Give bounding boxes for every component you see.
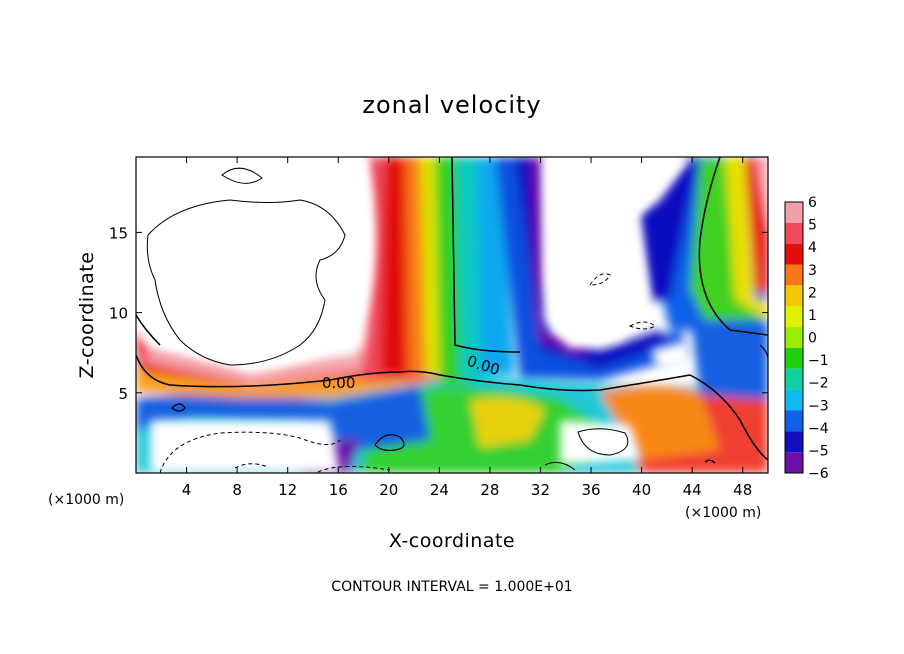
- colorbar-label: 4: [808, 240, 817, 256]
- x-tick-label: 32: [531, 481, 550, 499]
- x-tick-label: 12: [278, 481, 297, 499]
- x-tick-label: 36: [581, 481, 600, 499]
- colorbar-label: 3: [808, 263, 817, 279]
- negative-column-darkblue: [515, 157, 670, 368]
- y-tick-label: 15: [109, 224, 128, 242]
- colorbar-label: 1: [808, 308, 817, 324]
- lower-layer-blue: [136, 385, 430, 450]
- y-axis: 5 10 15: [109, 224, 768, 403]
- velocity-field: 0.00 0.00: [136, 157, 768, 473]
- plot-area: 0.00 0.00: [135, 156, 769, 474]
- colorbar-swatch: [785, 202, 803, 223]
- x-tick-label: 4: [182, 481, 192, 499]
- lower-layer-yellow: [470, 397, 545, 448]
- left-shear-pink: [145, 320, 400, 385]
- right-mid-blue: [690, 320, 768, 400]
- calm-regions: [136, 157, 690, 473]
- y-tick-label: 10: [109, 305, 128, 323]
- x-tick-label: 20: [379, 481, 398, 499]
- x-axis: 4 8 12 16 20 24 28 32 36 40 44 48: [182, 157, 752, 499]
- colorbar-label: −2: [808, 376, 829, 392]
- colorbar-swatch: [785, 327, 803, 348]
- colorbar-label: −4: [808, 421, 829, 437]
- negative-column-lightblue: [478, 157, 515, 375]
- y-axis-label: Z-coordinate: [76, 252, 98, 379]
- colorbar-label: 2: [808, 285, 817, 301]
- right-yellow: [725, 157, 768, 320]
- left-shear-band: [136, 330, 400, 392]
- x-tick-label: 24: [430, 481, 449, 499]
- contour-lines: [136, 157, 768, 473]
- right-green: [690, 157, 768, 340]
- y-tick-label: 5: [118, 385, 128, 403]
- x-tick-label: 48: [733, 481, 752, 499]
- colorbar-swatch: [785, 222, 803, 244]
- colorbar: 6 5 4 3 2 1 0 −1 −2 −3 −4 −5 −6: [784, 195, 829, 482]
- colorbar-swatch: [785, 264, 803, 286]
- plot-frame: [135, 156, 769, 474]
- chart-title: zonal velocity: [362, 91, 541, 119]
- x-tick-label: 40: [632, 481, 651, 499]
- contour-interval-note: CONTOUR INTERVAL = 1.000E+01: [331, 579, 572, 595]
- colorbar-label: 0: [808, 331, 817, 347]
- x-tick-label: 8: [232, 481, 242, 499]
- colorbar-swatch: [785, 368, 803, 390]
- x-tick-label: 28: [480, 481, 499, 499]
- x-unit-left: (×1000 m): [48, 492, 124, 508]
- colorbar-swatch: [785, 306, 803, 328]
- colorbar-swatch: [785, 431, 803, 453]
- colorbar-label: 5: [808, 218, 817, 234]
- x-axis-label: X-coordinate: [389, 530, 515, 552]
- x-tick-label: 44: [683, 481, 702, 499]
- right-darkblue: [635, 157, 700, 300]
- colorbar-swatch: [785, 285, 803, 307]
- x-unit-right: (×1000 m): [685, 505, 761, 521]
- colorbar-label: −5: [808, 443, 829, 459]
- colorbar-swatch: [785, 452, 803, 473]
- colorbar-swatch: [785, 347, 803, 369]
- colorbar-frame: [784, 201, 804, 474]
- colorbar-label: −3: [808, 398, 829, 414]
- colorbar-swatch: [785, 389, 803, 411]
- right-pink: [755, 157, 768, 230]
- colorbar-swatch: [785, 243, 803, 265]
- colorbar-label: −1: [808, 353, 829, 369]
- colorbar-label: −6: [808, 466, 829, 482]
- negative-column-purple: [530, 157, 590, 356]
- colorbar-label: 6: [808, 195, 817, 211]
- x-tick-label: 16: [329, 481, 348, 499]
- contour-label-left: 0.00: [322, 374, 355, 392]
- colorbar-swatch: [785, 410, 803, 432]
